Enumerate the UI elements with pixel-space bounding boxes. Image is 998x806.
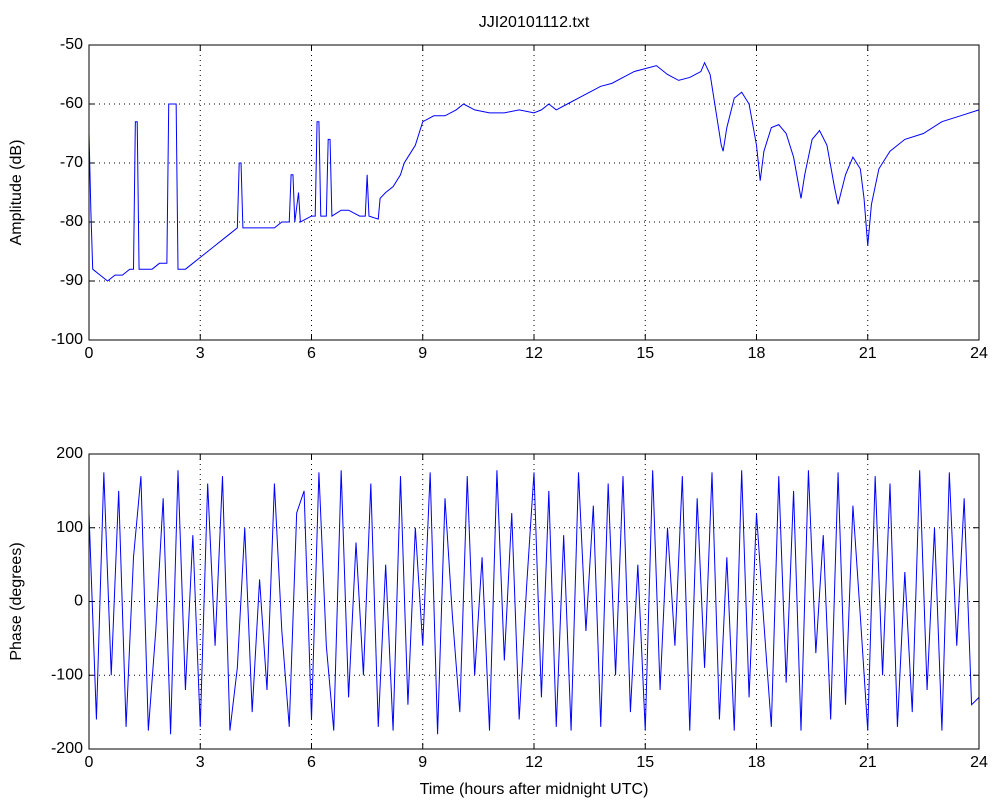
x-tick-label: 21	[859, 345, 877, 362]
x-tick-label: 3	[196, 345, 205, 362]
x-tick-label: 9	[418, 754, 427, 771]
x-axis-label: Time (hours after midnight UTC)	[420, 781, 649, 798]
y-tick-label: 100	[56, 519, 83, 536]
y-tick-label: 200	[56, 445, 83, 462]
x-tick-label: 15	[636, 345, 654, 362]
data-line	[88, 470, 980, 735]
x-tick-label: 15	[636, 754, 654, 771]
x-tick-label: 12	[525, 345, 543, 362]
x-tick-label: 3	[196, 754, 205, 771]
y-axis-label: Amplitude (dB)	[8, 140, 25, 246]
x-tick-label: 6	[307, 345, 316, 362]
x-tick-label: 21	[859, 754, 877, 771]
axes-box	[88, 44, 980, 341]
x-tick-label: 24	[970, 345, 988, 362]
y-tick-label: -100	[51, 666, 83, 683]
x-tick-label: 0	[85, 345, 94, 362]
y-tick-label: 0	[74, 593, 83, 610]
y-tick-label: -100	[51, 331, 83, 348]
y-tick-label: -80	[60, 213, 83, 230]
y-tick-label: -90	[60, 272, 83, 289]
y-tick-label: -60	[60, 95, 83, 112]
x-tick-label: 12	[525, 754, 543, 771]
x-tick-label: 0	[85, 754, 94, 771]
x-tick-label: 18	[748, 345, 766, 362]
y-tick-label: -70	[60, 154, 83, 171]
y-tick-label: -200	[51, 740, 83, 757]
data-line	[88, 61, 980, 282]
y-tick-label: -50	[60, 36, 83, 53]
x-tick-label: 6	[307, 754, 316, 771]
axes-box	[88, 453, 980, 750]
x-tick-label: 9	[418, 345, 427, 362]
x-tick-label: 18	[748, 754, 766, 771]
y-axis-label: Phase (degrees)	[8, 542, 25, 660]
x-tick-label: 24	[970, 754, 988, 771]
chart-title: JJI20101112.txt	[479, 14, 590, 31]
